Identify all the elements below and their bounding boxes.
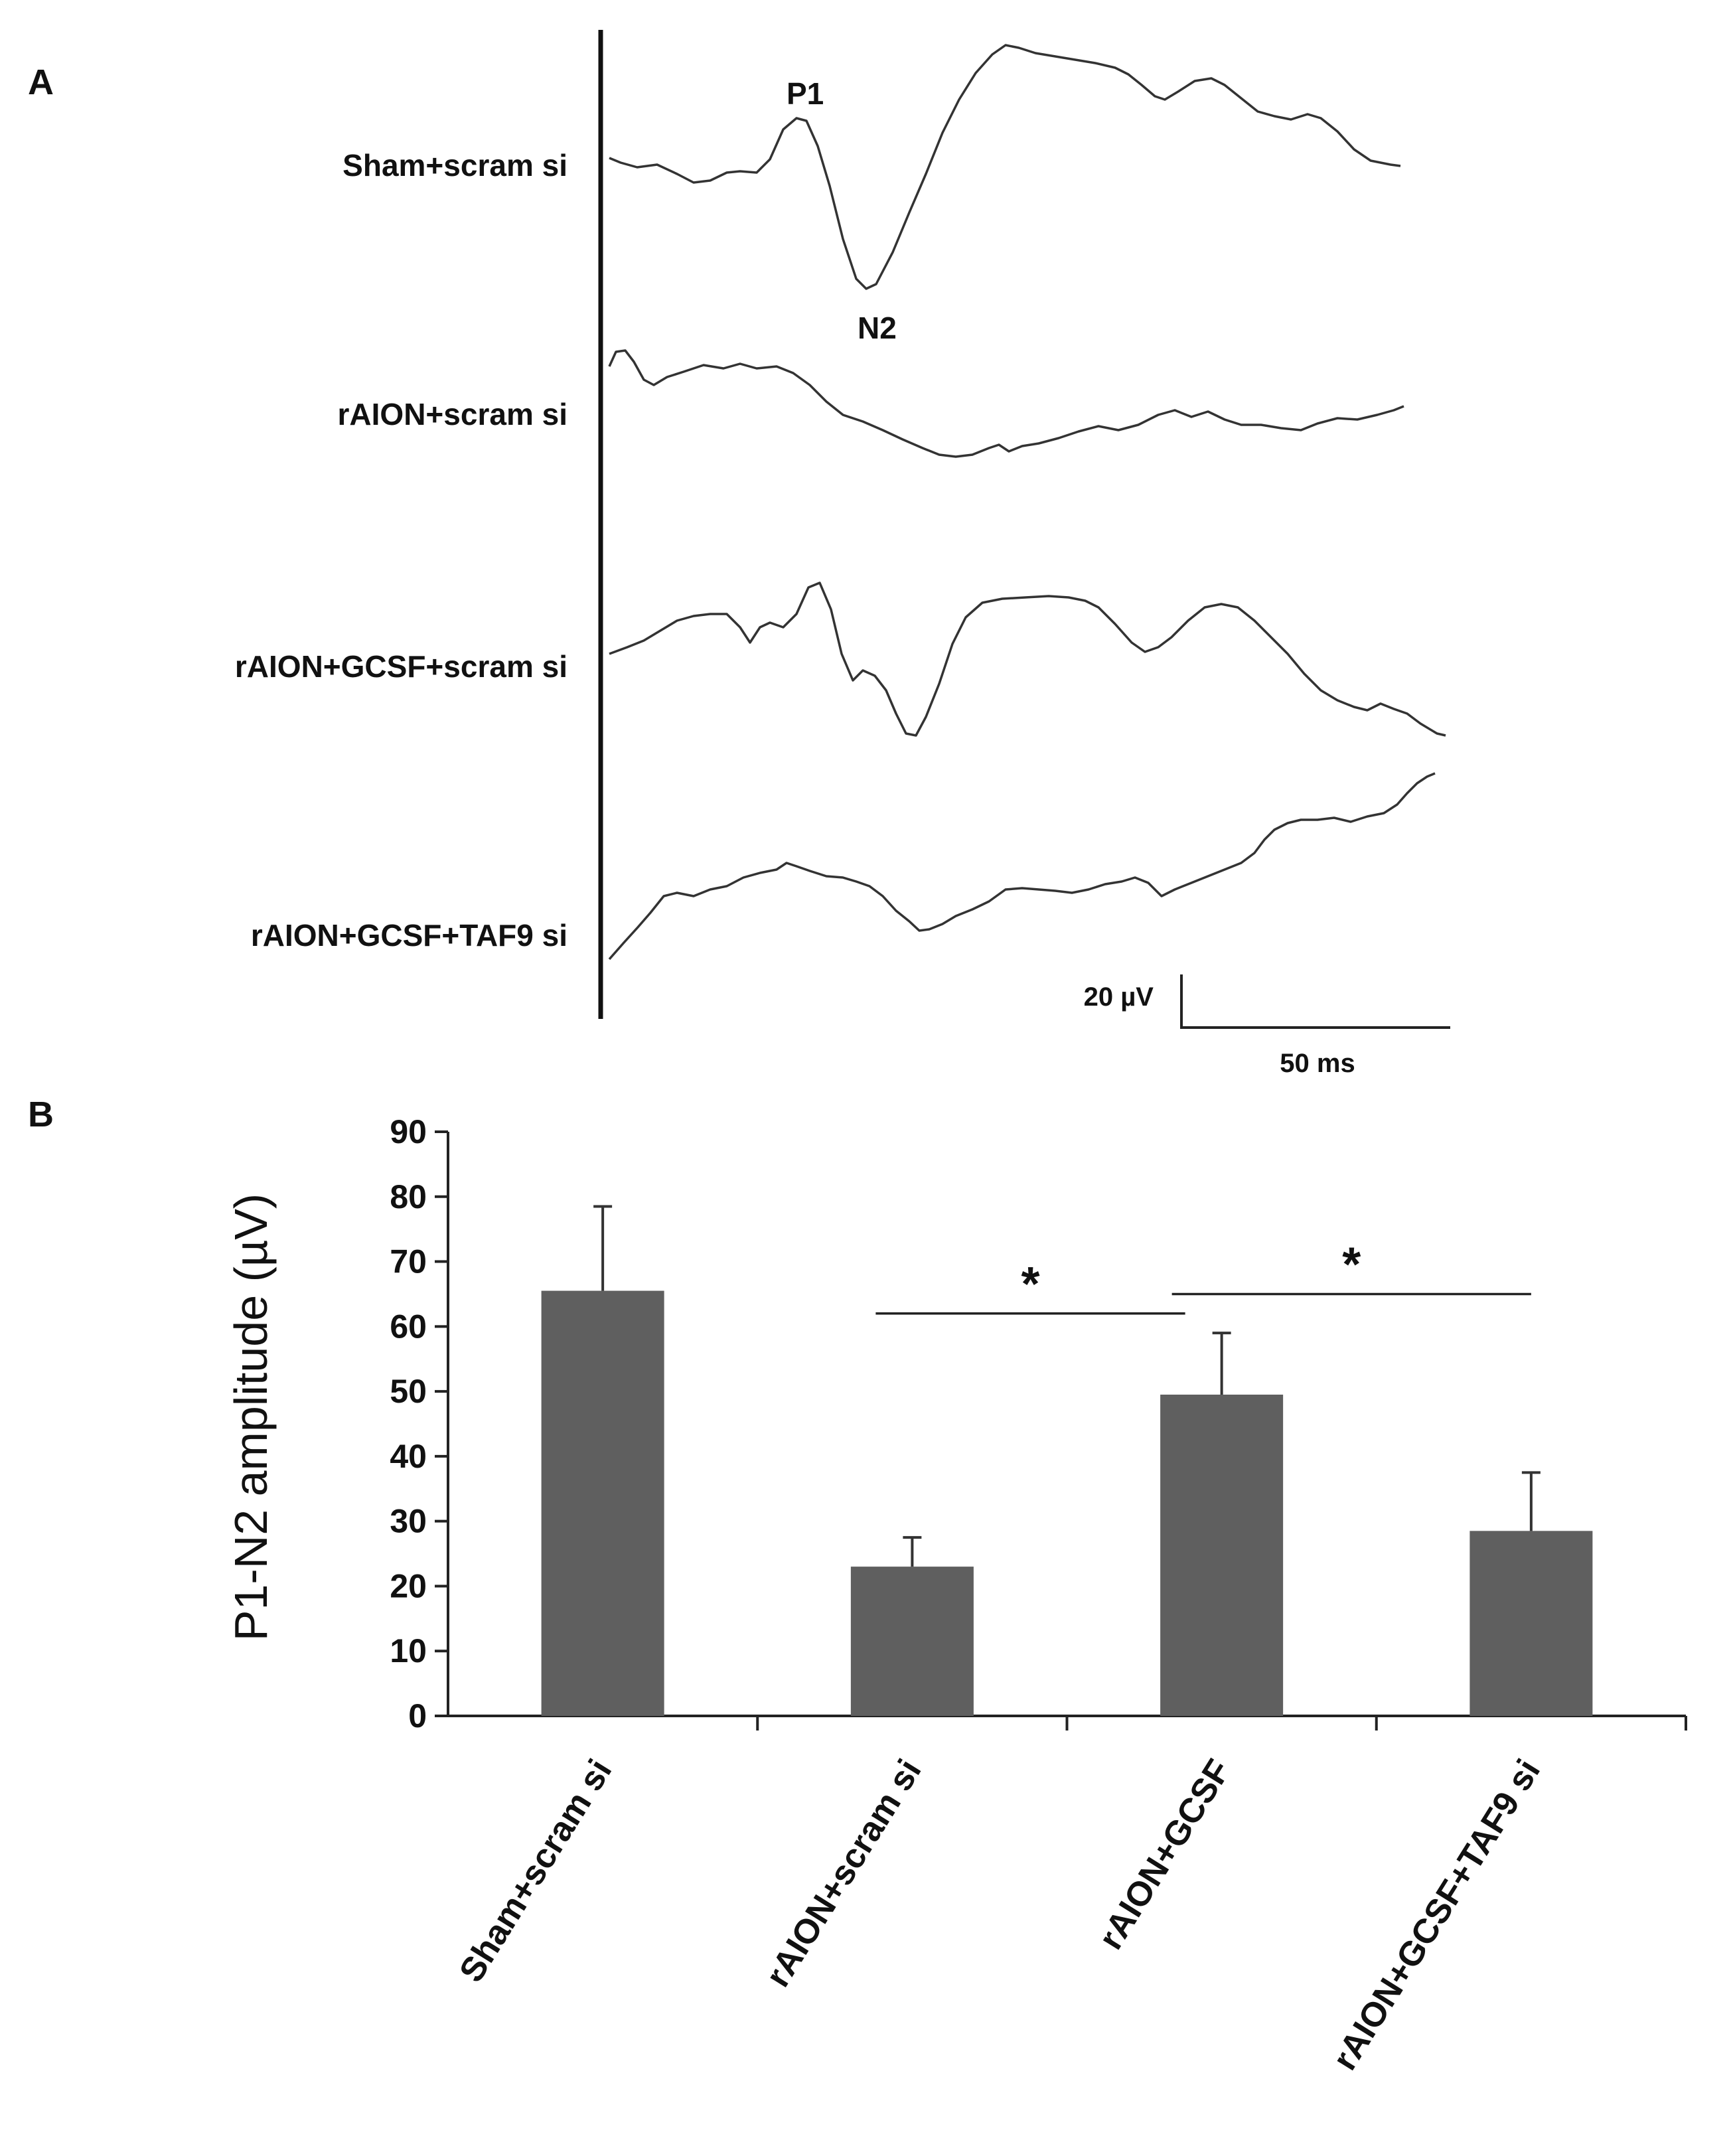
bar	[1160, 1395, 1284, 1716]
y-tick-label: 20	[390, 1567, 427, 1604]
category-label: Sham+scram si	[452, 1753, 619, 1989]
trace-raion-gcsf-scram	[609, 581, 1446, 737]
bar	[850, 1567, 974, 1716]
error-bars	[593, 1205, 1541, 1567]
category-labels: Sham+scram si rAION+scram si rAION+GCSF rAI…	[452, 1753, 1548, 2077]
trace-label-sham: Sham+scram si	[342, 148, 567, 183]
scale-bar-amplitude-label: 20 µV	[1084, 982, 1154, 1012]
y-axis-ticks: 0 10 20 30 40 50 60 70 80 90	[390, 1113, 448, 1734]
bar	[1470, 1531, 1593, 1716]
y-tick-label: 30	[390, 1503, 427, 1540]
trace-label-raion-scram: rAION+scram si	[338, 397, 567, 431]
y-tick-label: 70	[390, 1243, 427, 1280]
scale-bar-time-label: 50 ms	[1280, 1049, 1355, 1078]
y-axis-title: P1-N2 amplitude (µV)	[225, 1194, 277, 1641]
y-tick-label: 90	[390, 1113, 427, 1150]
y-tick-label: 10	[390, 1632, 427, 1669]
panel-a-label: A	[28, 62, 54, 102]
bars	[541, 1290, 1593, 1716]
category-label: rAION+GCSF	[1091, 1753, 1238, 1956]
peak-label-n2: N2	[858, 311, 897, 345]
x-axis-ticks	[756, 1716, 1687, 1731]
category-label: rAION+scram si	[759, 1753, 929, 1994]
trace-label-raion-gcsf-taf9: rAION+GCSF+TAF9 si	[251, 918, 567, 953]
bar	[541, 1290, 664, 1716]
y-tick-label: 0	[408, 1697, 427, 1734]
trace-raion-gcsf-taf9	[608, 772, 1436, 961]
y-tick-label: 80	[390, 1178, 427, 1215]
trace-raion-scram	[608, 349, 1404, 458]
scale-bar	[1180, 974, 1450, 1029]
trace-sham-scram	[609, 44, 1401, 290]
y-tick-label: 40	[390, 1438, 427, 1475]
panel-b-label: B	[28, 1095, 54, 1134]
trace-label-raion-gcsf-scram: rAION+GCSF+scram si	[235, 649, 567, 684]
significance-star: *	[1021, 1258, 1039, 1311]
y-tick-label: 50	[390, 1373, 427, 1410]
y-tick-label: 60	[390, 1308, 427, 1345]
category-label: rAION+GCSF+TAF9 si	[1325, 1753, 1548, 2077]
significance-star: *	[1342, 1238, 1361, 1291]
peak-label-p1: P1	[787, 76, 824, 111]
significance-markers: * *	[875, 1238, 1531, 1315]
